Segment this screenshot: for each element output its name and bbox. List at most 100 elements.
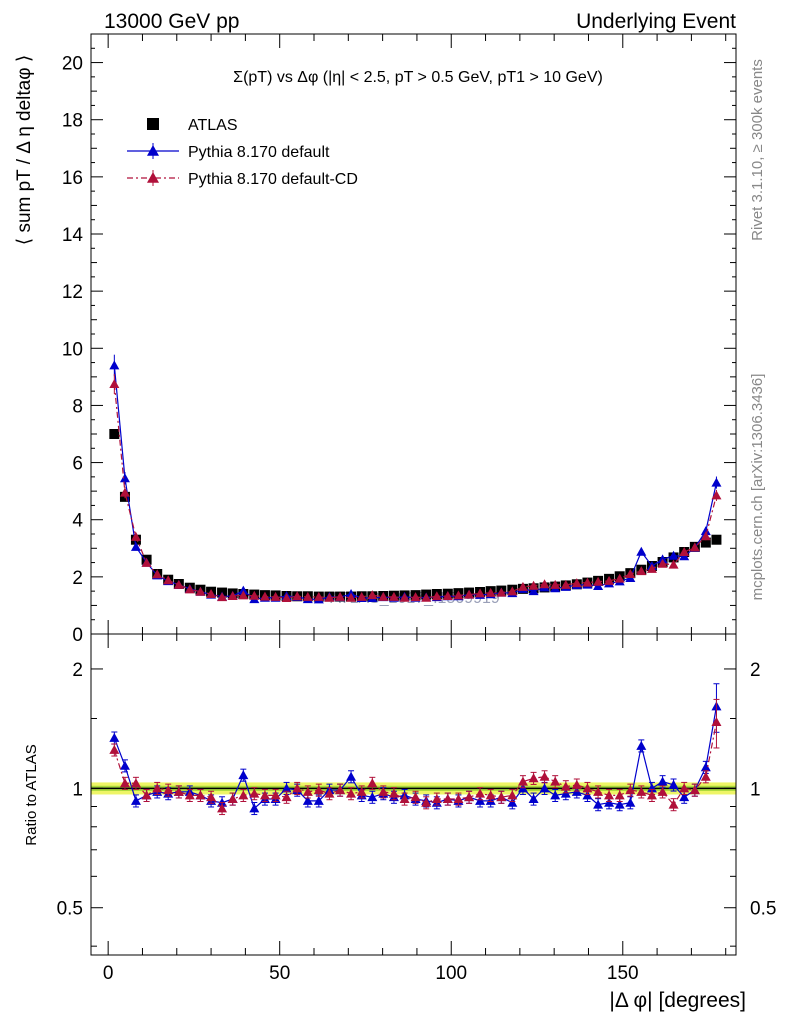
mc-point [507, 586, 518, 596]
ratio-point [668, 779, 679, 789]
ratio-point [270, 790, 281, 800]
header-right: Underlying Event [576, 10, 736, 33]
ratio-point [195, 790, 206, 800]
ratio-panel: 0 50 100 150 0.5 0.5 1 1 2 2 [57, 633, 776, 984]
ratio-point [442, 794, 453, 804]
mc-point [119, 487, 130, 497]
mc-point [485, 587, 496, 597]
mc-point [679, 547, 690, 556]
mc-point [410, 592, 421, 602]
ratio-point [227, 794, 238, 804]
ratio-point [367, 778, 378, 788]
x-tick-label: 0 [103, 963, 114, 984]
mc-point [249, 590, 260, 600]
mc-point [700, 526, 711, 536]
mc-point [453, 590, 464, 600]
ratio-point [335, 785, 346, 795]
ratio-point [528, 794, 539, 804]
x-tick-label: 100 [435, 963, 467, 984]
ratio-point [302, 786, 313, 796]
ratio-y-tick-label-right: 2 [750, 660, 761, 681]
ratio-point [496, 792, 507, 802]
ratio-point [517, 776, 528, 786]
mc-point [227, 591, 238, 600]
ratio-point [356, 786, 367, 796]
ratio-point [679, 783, 690, 793]
atlas-point [700, 537, 711, 548]
mc-series-line [113, 383, 718, 599]
mc-point [636, 566, 647, 576]
mc-point [388, 591, 399, 601]
ratio-point [324, 788, 335, 798]
mc-point [614, 573, 625, 583]
atlas-point [109, 429, 120, 439]
mc-point [367, 590, 378, 600]
ratio-point [625, 785, 636, 795]
ratio-point [711, 716, 722, 726]
mc-point [378, 591, 389, 601]
ratio-point [130, 778, 141, 788]
y-tick-label: 10 [62, 339, 83, 360]
ratio-point [475, 788, 486, 798]
ratio-point [346, 788, 357, 798]
ratio-point [346, 771, 357, 781]
ratio-y-tick-label: 0.5 [57, 899, 83, 920]
mc-point [593, 576, 604, 586]
y-tick-label: 2 [72, 568, 83, 589]
ratio-point [507, 797, 518, 807]
ratio-point [528, 773, 539, 783]
y-tick-label: 20 [62, 54, 83, 75]
y-tick-label: 12 [62, 282, 83, 303]
mc-point [195, 586, 206, 596]
ratio-point [614, 790, 625, 800]
ratio-point [550, 790, 561, 800]
legend-label: ATLAS [188, 117, 238, 134]
mc-point [109, 379, 120, 388]
ratio-point [163, 785, 174, 795]
ratio-point [625, 797, 636, 807]
mc-series-line [113, 365, 718, 601]
ratio-point [313, 795, 324, 805]
ratio-point [593, 786, 604, 796]
mc-point [152, 569, 163, 579]
mc-point [119, 473, 130, 483]
y-tick-label: 18 [62, 111, 83, 132]
mc-point [550, 579, 561, 589]
ratio-point [109, 744, 120, 754]
mc-point [292, 591, 303, 601]
mc-point [356, 591, 367, 601]
mc-point [689, 542, 700, 552]
x-tick-label: 150 [607, 963, 639, 984]
mc-point [625, 569, 636, 578]
ratio-point [636, 786, 647, 796]
mc-point [517, 581, 528, 591]
legend-label: Pythia 8.170 default-CD [188, 171, 358, 188]
mc-point [442, 591, 453, 600]
mc-point [539, 579, 550, 589]
ratio-point [259, 790, 270, 800]
ratio-point [646, 783, 657, 793]
mc-point [399, 592, 410, 602]
mc-point [270, 591, 281, 601]
mc-point [324, 592, 335, 602]
y-tick-label: 14 [62, 225, 84, 246]
mc-point [604, 575, 615, 585]
ratio-point [539, 783, 550, 793]
mc-point [335, 591, 346, 601]
ratio-point [700, 771, 711, 781]
ratio-point [485, 790, 496, 800]
ratio-point [700, 762, 711, 772]
mc-point [163, 575, 174, 585]
mc-point [238, 585, 249, 595]
ratio-point [119, 778, 130, 788]
mc-point [259, 591, 270, 601]
ratio-y-axis-label: Ratio to ATLAS [23, 744, 40, 845]
ratio-point [550, 776, 561, 786]
ratio-point [292, 783, 303, 793]
mc-point [346, 592, 357, 602]
y-tick-label: 4 [72, 511, 83, 532]
mc-point [238, 590, 249, 600]
mc-point [130, 541, 141, 551]
mcplots-label: mcplots.cern.ch [arXiv:1306.3436] [749, 374, 766, 601]
